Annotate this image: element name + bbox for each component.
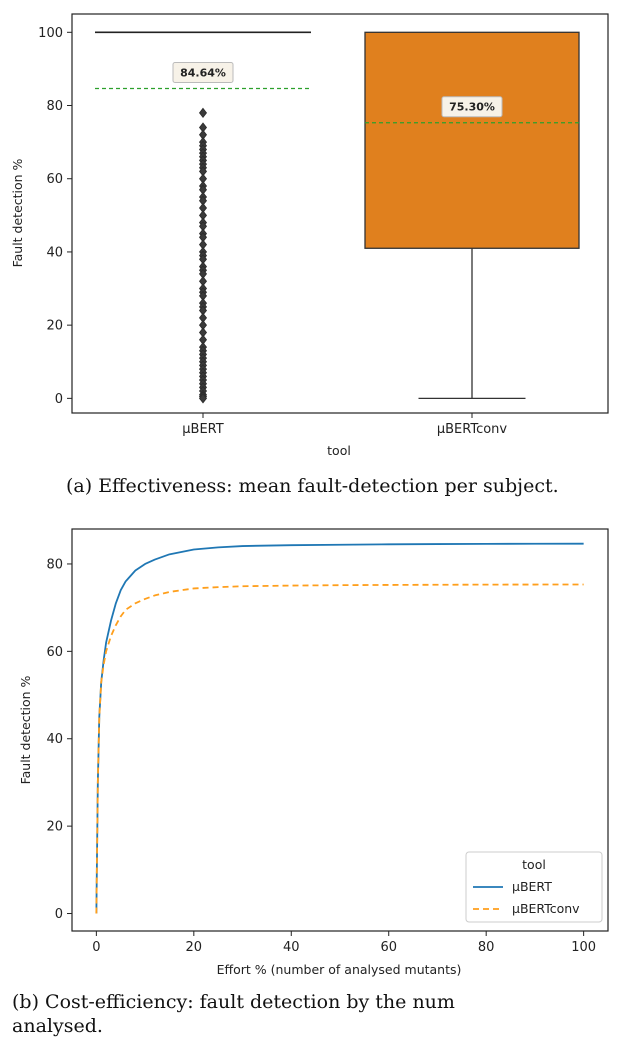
- legend-label-ubertconv: µBERTconv: [512, 901, 580, 916]
- y-tick-label: 100: [38, 26, 63, 41]
- line-y-axis-label: Fault detection %: [18, 675, 33, 784]
- x-tick-label: 40: [283, 940, 300, 955]
- y-tick-label: 60: [46, 645, 63, 660]
- x-tick-label: 60: [380, 940, 397, 955]
- legend-title: tool: [522, 857, 546, 872]
- y-tick-label: 20: [46, 319, 63, 334]
- caption-a: (a) Effectiveness: mean fault-detection …: [66, 475, 559, 497]
- mean-label-box-ubert: [172, 62, 234, 84]
- y-tick-label: 40: [46, 732, 63, 747]
- legend-box: [465, 851, 603, 923]
- series-line-ubert: [95, 542, 584, 914]
- caption-b: (b) Cost-efficiency: fault detection by …: [12, 990, 455, 1038]
- line-marks: [95, 542, 584, 914]
- series-line-ubertconv: [95, 583, 584, 914]
- boxplot-chart: 84.64% 75.30% 0 20 40 60 80 100 µBERT µBERTconv…: [10, 13, 609, 458]
- line-chart: 0 20 40 60 80 0 20 40 60 80 100 Fault detection %…: [18, 528, 609, 977]
- x-tick-label: µBERT: [182, 422, 223, 437]
- y-tick-label: 0: [55, 907, 63, 922]
- x-tick-label: 20: [186, 940, 203, 955]
- line-x-ticks: 0 20 40 60 80 100: [92, 931, 596, 955]
- boxplot-y-axis-label: Fault detection %: [10, 158, 25, 267]
- x-tick-label: 100: [571, 940, 596, 955]
- line-x-axis-label: Effort % (number of analysed mutants): [217, 962, 462, 977]
- boxplot-x-axis-label: tool: [327, 443, 351, 458]
- caption-b-fade: [478, 994, 618, 1014]
- line-y-ticks: 0 20 40 60 80: [46, 557, 72, 922]
- caption-b-line-2: analysed.: [12, 1015, 103, 1037]
- x-tick-label: 0: [92, 940, 100, 955]
- legend-label-ubert: µBERT: [512, 879, 552, 894]
- mean-label-box-ubertconv: [441, 96, 503, 118]
- y-tick-label: 40: [46, 245, 63, 260]
- y-tick-label: 60: [46, 172, 63, 187]
- caption-b-line-1: (b) Cost-efficiency: fault detection by …: [12, 991, 455, 1013]
- x-tick-label: µBERTconv: [437, 422, 508, 437]
- mean-label-ubert: 84.64%: [180, 67, 226, 80]
- boxplot-x-ticks: µBERT µBERTconv: [182, 413, 507, 437]
- legend: tool µBERT µBERTconv: [465, 851, 603, 923]
- box-ubertconv: [364, 31, 580, 249]
- mean-label-ubertconv: 75.30%: [449, 101, 495, 114]
- y-tick-label: 0: [55, 392, 63, 407]
- y-tick-label: 80: [46, 557, 63, 572]
- y-tick-label: 80: [46, 99, 63, 114]
- outlier-ubert: [198, 107, 208, 118]
- boxplot-y-ticks: 0 20 40 60 80 100: [38, 26, 72, 407]
- y-tick-label: 20: [46, 820, 63, 835]
- x-tick-label: 80: [478, 940, 495, 955]
- outlier-ubert: [198, 393, 208, 404]
- boxplot-marks: 84.64% 75.30%: [95, 31, 580, 404]
